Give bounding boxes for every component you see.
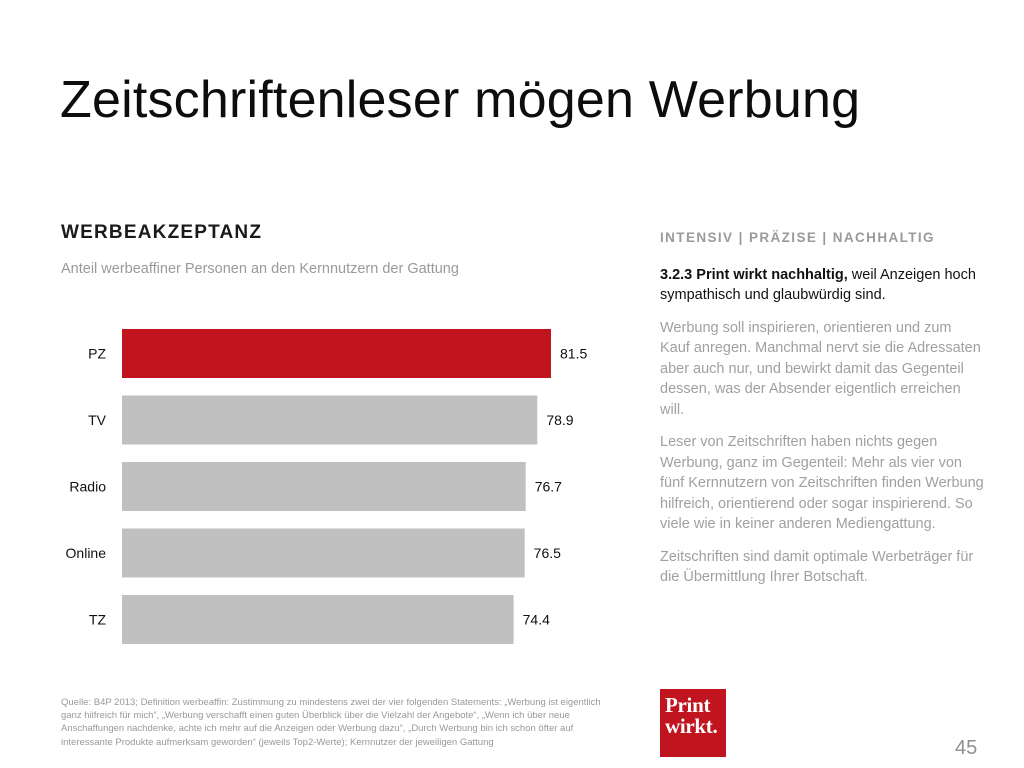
bar-tz xyxy=(122,595,514,644)
logo-line-2: wirkt. xyxy=(665,714,718,738)
category-label-pz: PZ xyxy=(88,346,106,362)
value-label-tz: 74.4 xyxy=(523,612,550,628)
bar-radio xyxy=(122,462,526,511)
chart-heading: WERBEAKZEPTANZ xyxy=(61,222,263,243)
body-paragraph-3: Zeitschriften sind damit optimale Werbet… xyxy=(660,548,974,586)
category-label-radio: Radio xyxy=(69,479,106,495)
value-label-radio: 76.7 xyxy=(535,479,562,495)
lead-text: weil Anzeigen hoch sympathisch und glaub… xyxy=(660,266,976,304)
body-paragraph-1: Werbung soll inspirieren, orientieren un… xyxy=(660,319,981,418)
page-number: 45 xyxy=(955,737,978,759)
bar-chart: PZ 81.5 TV 78.9 Radio 76.7 Online 76.5 TZ 74.4 xyxy=(66,329,587,644)
body-paragraph-2: Leser von Zeitschriften haben nichts geg… xyxy=(660,434,984,532)
value-label-tv: 78.9 xyxy=(546,412,573,428)
bar-tv xyxy=(122,395,538,445)
chart-subtitle: Anteil werbeaffiner Personen an den Kern… xyxy=(61,261,459,277)
source-note: Quelle: B4P 2013; Definition werbeaffin:… xyxy=(61,697,601,748)
slide-title: Zeitschriftenleser mögen Werbung xyxy=(60,71,861,129)
bar-pz xyxy=(122,329,551,378)
value-label-online: 76.5 xyxy=(534,545,561,561)
lead-paragraph: 3.2.3 Print wirkt nachhaltig, weil Anzei… xyxy=(660,265,985,306)
lead-bold-text: 3.2.3 Print wirkt nachhaltig, xyxy=(660,266,848,283)
logo-line-1: Print xyxy=(665,693,711,717)
category-label-tz: TZ xyxy=(89,612,107,628)
category-label-online: Online xyxy=(66,545,107,561)
print-wirkt-logo: Print wirkt. xyxy=(660,689,726,757)
tagline: INTENSIV | PRÄZISE | NACHHALTIG xyxy=(660,230,935,245)
bar-online xyxy=(122,528,525,578)
category-label-tv: TV xyxy=(88,412,107,428)
right-column: INTENSIV | PRÄZISE | NACHHALTIG 3.2.3 Pr… xyxy=(660,228,985,600)
value-label-pz: 81.5 xyxy=(560,346,587,362)
